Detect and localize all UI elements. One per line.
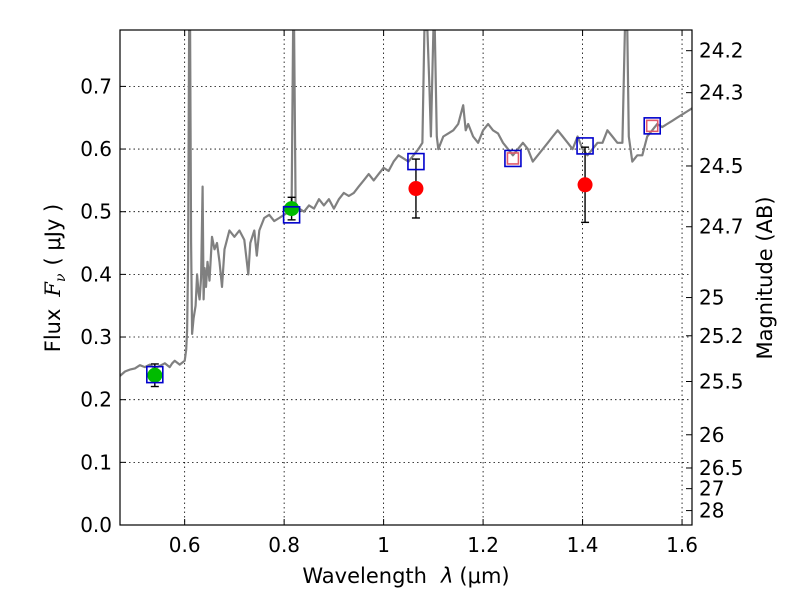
plot-clip-group: [120, 30, 692, 388]
y-tick-label: 0.4: [80, 262, 112, 286]
right-tick-label: 24.3: [699, 81, 744, 105]
right-tick-label: 27: [699, 477, 724, 501]
y-tick-label: 0.2: [80, 388, 112, 412]
right-tick-label: 24.2: [699, 39, 744, 63]
y-tick-label: 0.3: [80, 325, 112, 349]
x-tick-label: 1.6: [666, 533, 698, 557]
model-point-inner-marker: [645, 119, 659, 133]
right-tick-label: 25.2: [699, 324, 744, 348]
y-axis-label-subscript: ν: [53, 273, 69, 282]
right-tick-label: 28: [699, 499, 724, 523]
grid-lines: [120, 30, 692, 526]
right-tick-label: 24.7: [699, 215, 744, 239]
y-tick-label: 0.1: [80, 450, 112, 474]
right-tick-label: 26.5: [699, 456, 744, 480]
x-axis-label: Wavelength λ (μm): [302, 564, 509, 588]
right-tick-label: 26: [699, 423, 724, 447]
y-tick-label: 0.6: [80, 137, 112, 161]
x-axis-label-symbol: λ: [440, 564, 453, 588]
x-axis-ticks: 0.6 0.8 1 1.2 1.4 1.6: [169, 30, 698, 557]
y-tick-label: 0.0: [80, 513, 112, 537]
y-axis-label-symbol: F: [41, 281, 65, 298]
observed-point: [408, 181, 424, 197]
x-axis-label-text: Wavelength: [302, 564, 427, 588]
model-point-marker: [407, 152, 425, 171]
model-point-marker: [643, 117, 662, 135]
right-tick-label: 24.5: [699, 154, 744, 178]
observed-point: [147, 367, 163, 383]
x-tick-label: 0.6: [169, 533, 201, 557]
model-point-marker: [282, 206, 301, 224]
spectrum-line: [120, 30, 692, 377]
model-point-inner-marker: [506, 152, 520, 165]
observed-point: [284, 201, 300, 217]
right-tick-label: 25: [699, 286, 724, 310]
right-tick-label: 25.5: [699, 370, 744, 394]
x-axis-label-unit: (μm): [459, 564, 509, 588]
y-tick-label: 0.5: [80, 200, 112, 224]
model-point-marker: [146, 365, 164, 384]
y-axis-ticks: 0.0 0.1 0.2 0.3 0.4 0.5 0.6 0.7: [80, 74, 126, 537]
x-tick-label: 1: [377, 533, 390, 557]
y-tick-label: 0.7: [80, 74, 112, 98]
observed-point: [577, 177, 593, 193]
x-tick-label: 1.4: [567, 533, 599, 557]
plot-frame: [119, 29, 693, 526]
x-tick-label: 1.2: [467, 533, 499, 557]
y-axis-label: Flux Fν ( μJy ): [41, 204, 69, 352]
y-axis-label-text: Flux: [41, 309, 65, 353]
right-axis-label: Magnitude (AB): [753, 196, 777, 359]
plot-area: [120, 30, 692, 388]
x-tick-label: 0.8: [268, 533, 300, 557]
y-axis-label-unit: ( μJy ): [41, 204, 65, 266]
model-point-marker: [504, 149, 522, 168]
model-point-marker: [576, 137, 594, 155]
